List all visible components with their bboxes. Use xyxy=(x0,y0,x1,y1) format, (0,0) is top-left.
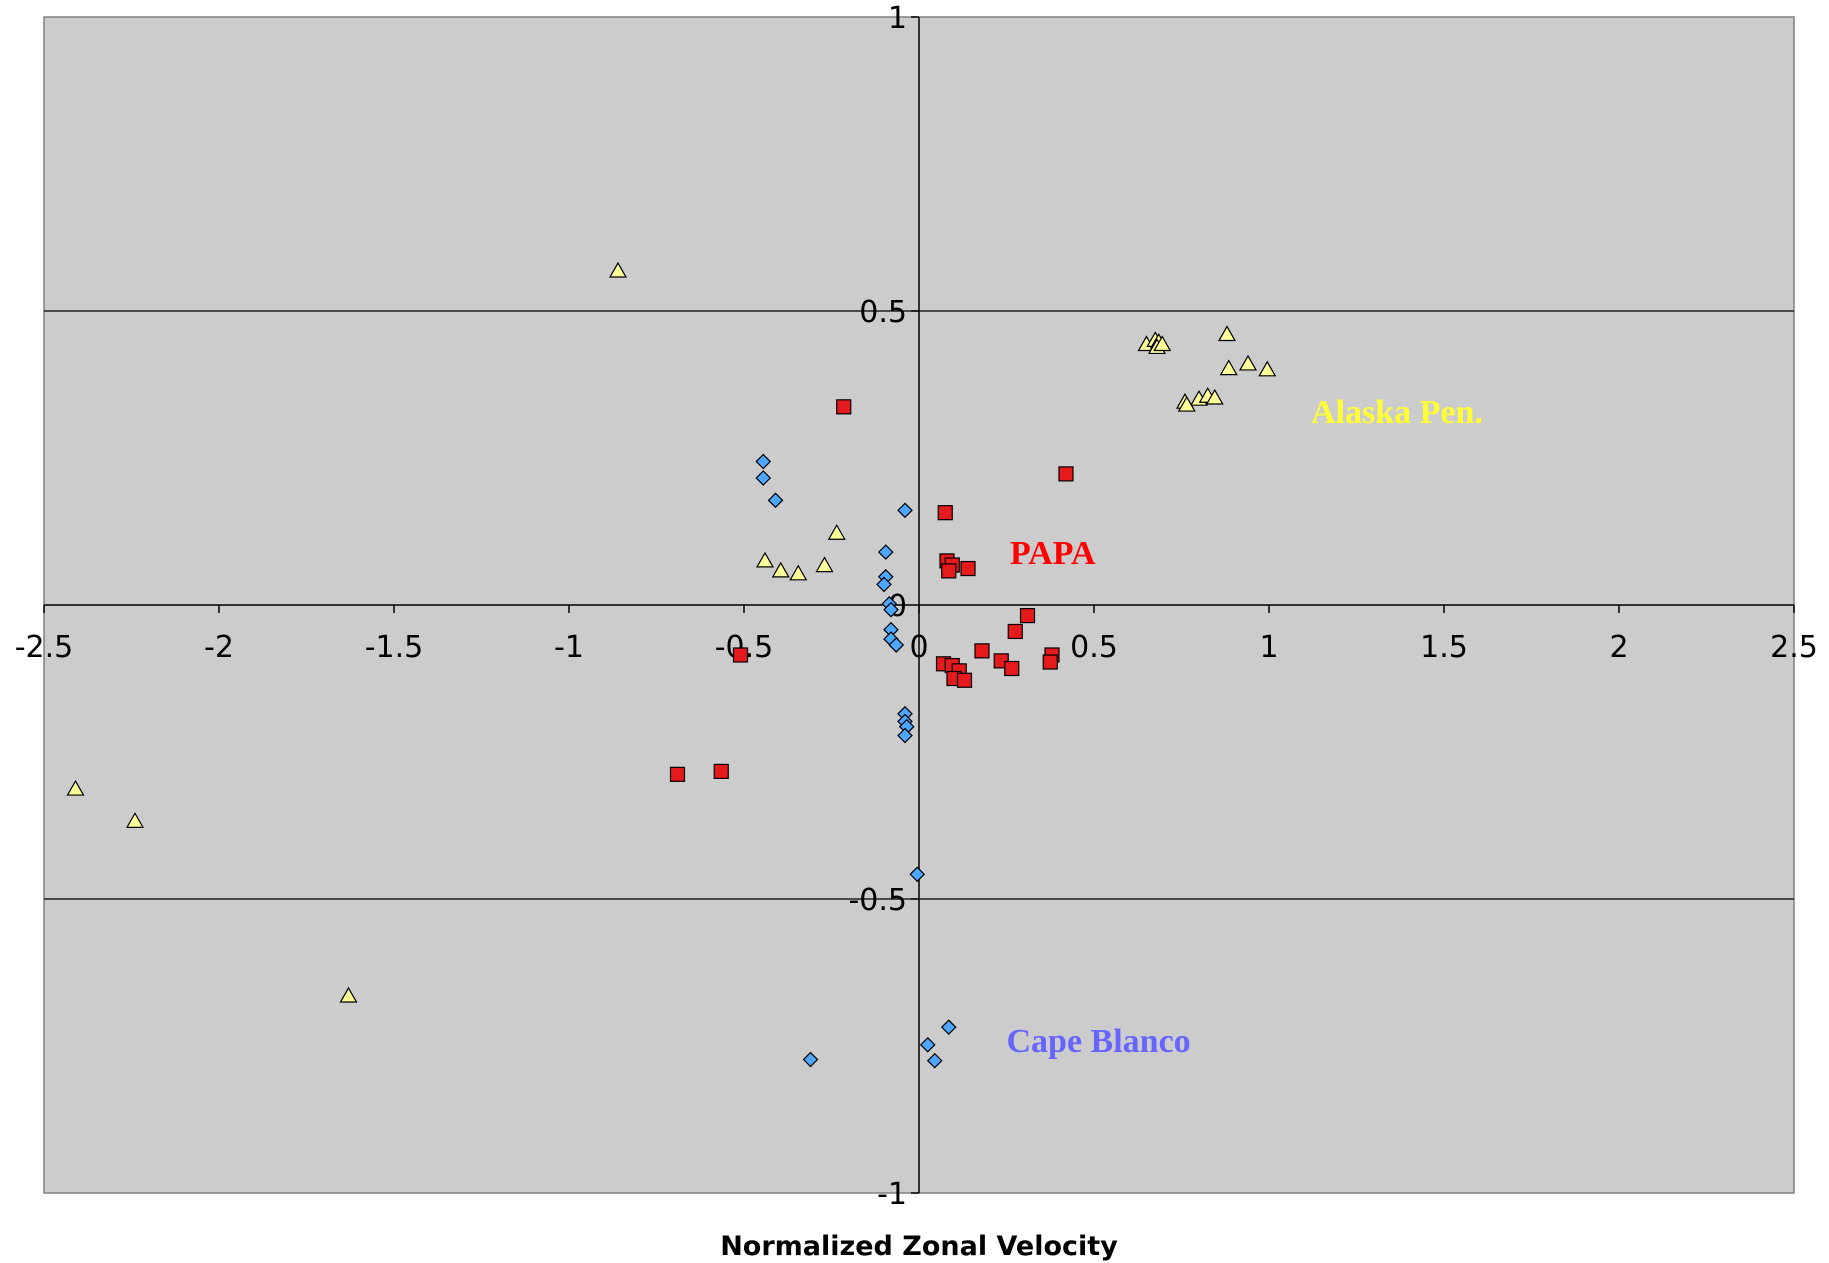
square-point xyxy=(836,399,852,415)
square-point xyxy=(1007,623,1023,640)
triangle-point xyxy=(755,551,775,568)
data-points xyxy=(66,261,1277,1069)
triangle-point xyxy=(339,986,358,1003)
square-point xyxy=(956,672,973,688)
square-point xyxy=(1042,654,1058,670)
triangle-point xyxy=(1219,359,1238,376)
triangle-point xyxy=(1217,325,1237,342)
diamond-point xyxy=(940,1019,957,1036)
square-point xyxy=(941,563,957,579)
diamond-point xyxy=(876,576,892,593)
square-point xyxy=(1058,466,1074,482)
triangle-point xyxy=(771,561,790,578)
y-tick-label: 0.5 xyxy=(859,295,907,330)
triangle-point xyxy=(608,261,628,278)
diamond-point xyxy=(755,470,772,486)
triangle-point xyxy=(789,564,808,581)
triangle-point xyxy=(1205,388,1224,405)
diamond-point xyxy=(877,544,894,560)
square-point xyxy=(1019,607,1036,624)
y-tick-label: 1 xyxy=(888,1,907,36)
x-axis-title: Normalized Zonal Velocity xyxy=(720,1231,1118,1262)
square-point xyxy=(732,647,749,663)
diamond-point xyxy=(802,1051,819,1068)
square-point xyxy=(713,763,729,780)
triangle-point xyxy=(827,524,846,540)
x-tick-label: 0.5 xyxy=(1070,630,1118,665)
triangle-point xyxy=(66,779,85,796)
diamond-point xyxy=(767,492,784,509)
y-tick-label: -0.5 xyxy=(848,883,907,918)
diamond-point xyxy=(909,866,926,883)
square-point xyxy=(960,560,976,577)
diamond-point xyxy=(897,727,913,744)
x-tick-label: 2 xyxy=(1609,630,1628,665)
x-tick-label: 1 xyxy=(1259,630,1278,665)
triangle-point xyxy=(1258,360,1277,377)
annotation-label: Cape Blanco xyxy=(1007,1023,1191,1060)
x-tick-label: -2 xyxy=(204,630,234,665)
diamond-point xyxy=(919,1036,936,1053)
x-tick-label: -1 xyxy=(554,630,584,665)
annotations: Alaska Pen. PAPA Cape Blanco xyxy=(1007,394,1483,1060)
annotation-label: Alaska Pen. xyxy=(1311,394,1483,431)
x-tick-label: 2.5 xyxy=(1770,630,1818,665)
triangle-point xyxy=(815,556,834,573)
x-tick-label: -1.5 xyxy=(365,630,424,665)
square-point xyxy=(669,766,686,782)
square-point xyxy=(974,643,990,659)
triangle-point xyxy=(1177,395,1196,412)
triangle-point xyxy=(1238,354,1258,371)
diamond-point xyxy=(926,1052,943,1069)
y-tick-label: -1 xyxy=(877,1177,907,1212)
diamond-point xyxy=(755,453,772,470)
triangle-point xyxy=(125,812,145,828)
triangle-point xyxy=(1153,335,1172,352)
diamond-point xyxy=(883,601,899,618)
annotation-label: PAPA xyxy=(1010,535,1096,572)
x-tick-label: -2.5 xyxy=(15,630,74,665)
x-tick-label: 1.5 xyxy=(1420,630,1468,665)
square-point xyxy=(937,505,953,521)
diamond-point xyxy=(897,502,913,519)
tick-labels: -2.5-2-1.5-1-0.500.511.522.510.5-0.5-10 xyxy=(15,1,1818,1212)
x-tick-label: 0 xyxy=(909,630,928,665)
square-point xyxy=(1004,660,1020,677)
diamond-point xyxy=(888,637,905,653)
